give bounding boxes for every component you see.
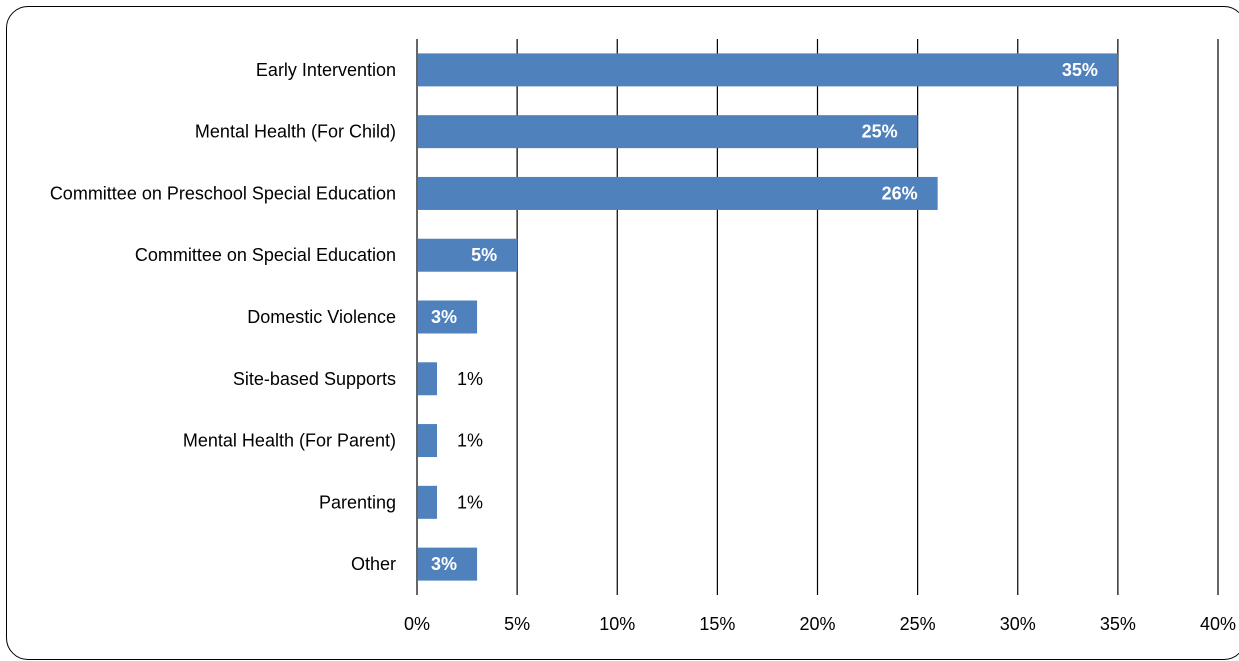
x-tick-label: 35% <box>1100 614 1136 634</box>
category-label: Domestic Violence <box>247 307 396 327</box>
data-label: 25% <box>862 122 898 142</box>
data-label: 1% <box>457 369 483 389</box>
x-tick-label: 5% <box>504 614 530 634</box>
category-label: Parenting <box>319 492 396 512</box>
category-label: Committee on Special Education <box>135 245 396 265</box>
bar <box>418 238 518 272</box>
bar <box>418 53 1118 87</box>
bar <box>418 547 478 581</box>
category-label: Committee on Preschool Special Education <box>50 183 396 203</box>
bar <box>418 424 438 458</box>
bar <box>418 176 938 210</box>
x-tick-label: 25% <box>900 614 936 634</box>
data-label: 1% <box>457 431 483 451</box>
category-label: Other <box>351 554 396 574</box>
category-label: Mental Health (For Parent) <box>183 431 396 451</box>
x-tick-label: 30% <box>1000 614 1036 634</box>
bar <box>418 300 478 334</box>
category-label: Early Intervention <box>256 60 396 80</box>
x-tick-label: 10% <box>599 614 635 634</box>
data-label: 1% <box>457 492 483 512</box>
chart-frame <box>6 6 1239 660</box>
bars <box>418 53 1118 581</box>
category-label: Site-based Supports <box>233 369 396 389</box>
data-label: 3% <box>431 307 457 327</box>
category-label: Mental Health (For Child) <box>195 122 396 142</box>
bar <box>418 362 438 396</box>
category-labels: Early Intervention Mental Health (For Chi… <box>50 60 396 574</box>
bar <box>418 485 438 519</box>
x-tick-label: 40% <box>1200 614 1236 634</box>
data-label: 3% <box>431 554 457 574</box>
x-tick-label: 20% <box>799 614 835 634</box>
x-axis-tick-labels: 0% 5% 10% 15% 20% 25% 30% 35% 40% <box>404 614 1236 634</box>
bar <box>418 115 918 149</box>
x-tick-label: 0% <box>404 614 430 634</box>
data-label: 5% <box>471 245 497 265</box>
x-tick-label: 15% <box>699 614 735 634</box>
data-label: 35% <box>1062 60 1098 80</box>
data-labels: 35% 25% 26% 5% 3% 1% 1% 1% 3% <box>431 60 1098 574</box>
data-label: 26% <box>882 183 918 203</box>
